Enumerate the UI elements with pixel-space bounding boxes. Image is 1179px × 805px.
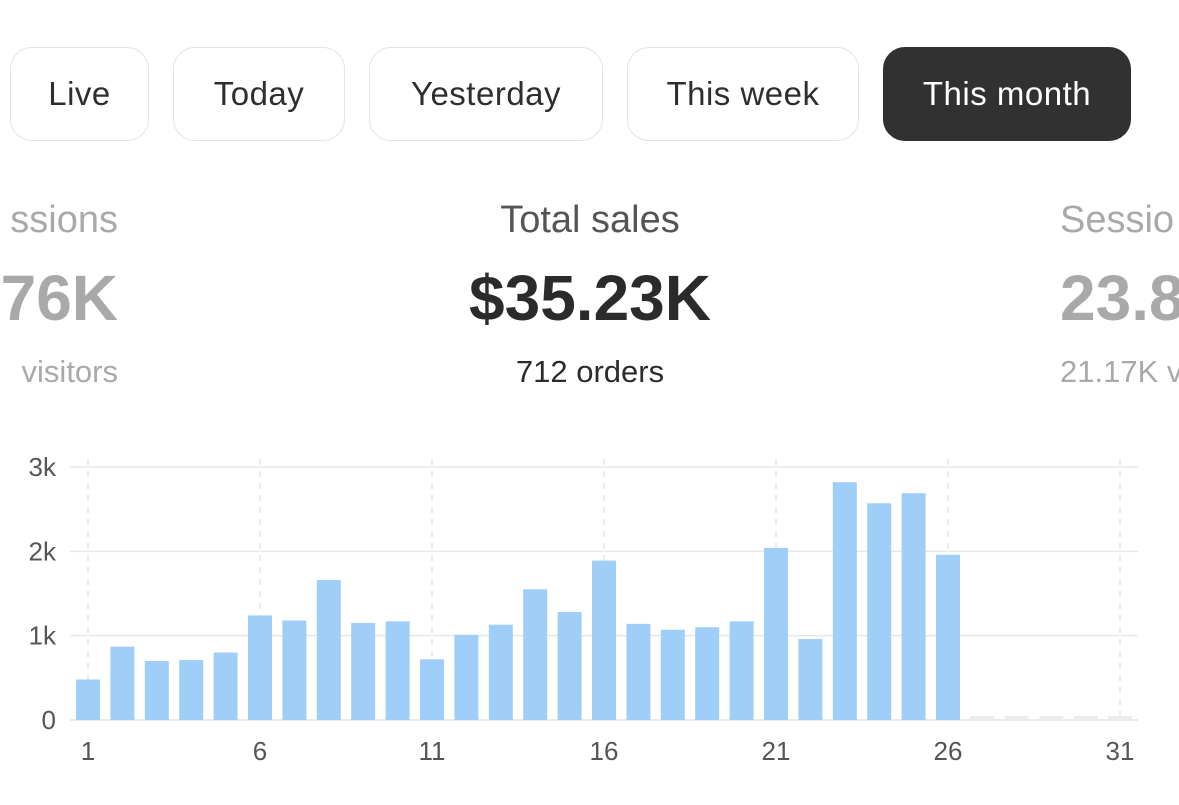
y-tick-label: 0 — [42, 705, 56, 735]
data-bar — [832, 482, 857, 720]
metric-subtext: 712 orders — [515, 354, 665, 389]
data-bar — [695, 627, 720, 720]
metric-label: Total sales — [500, 199, 680, 241]
data-bar — [488, 624, 513, 720]
tab-label: Today — [213, 75, 305, 112]
future-day-bar — [1004, 716, 1029, 720]
tab-label: Live — [48, 75, 111, 112]
data-bar — [144, 660, 169, 720]
data-bar — [936, 554, 960, 720]
future-day-bar — [1108, 716, 1132, 720]
data-bar — [385, 621, 410, 720]
metric-card-sessions-left[interactable]: ssions 76K visitors — [0, 195, 118, 392]
data-bar — [867, 503, 892, 720]
tab-today[interactable]: Today — [173, 47, 345, 141]
metric-label: ssions — [10, 199, 118, 241]
data-bar — [454, 634, 479, 720]
x-tick-label: 26 — [934, 736, 963, 766]
metric-value: 76K — [0, 262, 118, 334]
data-bar — [316, 580, 341, 720]
data-bar — [557, 612, 582, 720]
data-bar — [351, 623, 376, 720]
data-bar — [420, 659, 444, 720]
metric-subtext: 21.17K v — [1060, 354, 1179, 389]
y-tick-label: 3k — [29, 452, 57, 482]
data-bar — [901, 493, 926, 720]
data-bar — [523, 589, 548, 720]
future-day-bar — [1039, 716, 1064, 720]
data-bar — [213, 652, 238, 720]
future-day-bar — [970, 716, 995, 720]
tab-yesterday[interactable]: Yesterday — [369, 47, 603, 141]
data-bar — [729, 621, 754, 720]
tab-label: This week — [666, 75, 820, 112]
tab-label: This month — [922, 75, 1092, 112]
metric-label: Sessio — [1060, 199, 1175, 241]
data-bar — [592, 560, 616, 720]
x-tick-label: 31 — [1106, 736, 1135, 766]
data-bar — [282, 620, 307, 720]
x-tick-label: 6 — [253, 736, 267, 766]
x-tick-label: 1 — [81, 736, 95, 766]
data-bar — [798, 639, 823, 720]
metric-subtext: visitors — [21, 354, 118, 389]
metric-card-sessions-right[interactable]: Sessio 23.8 21.17K v — [1060, 195, 1179, 392]
x-tick-label: 16 — [590, 736, 619, 766]
tab-this-week[interactable]: This week — [627, 47, 859, 141]
data-bar — [248, 615, 272, 720]
data-bar — [764, 547, 788, 720]
data-bar — [110, 646, 135, 720]
tab-live[interactable]: Live — [10, 47, 149, 141]
data-bar — [179, 660, 204, 720]
time-range-tabs: Live Today Yesterday This week This mont… — [0, 0, 1179, 160]
tab-label: Yesterday — [410, 75, 562, 112]
metric-value: $35.23K — [469, 262, 711, 334]
future-day-bar — [1073, 716, 1098, 720]
x-tick-label: 21 — [762, 736, 791, 766]
data-bar — [626, 623, 651, 720]
x-tick-label: 11 — [419, 736, 446, 766]
y-tick-label: 2k — [29, 536, 57, 566]
data-bar — [660, 629, 685, 720]
y-tick-label: 1k — [29, 621, 57, 651]
metric-card-total-sales[interactable]: Total sales $35.23K 712 orders — [380, 195, 800, 392]
data-bar — [76, 679, 100, 720]
metric-value: 23.8 — [1060, 262, 1179, 334]
tab-this-month[interactable]: This month — [883, 47, 1131, 141]
